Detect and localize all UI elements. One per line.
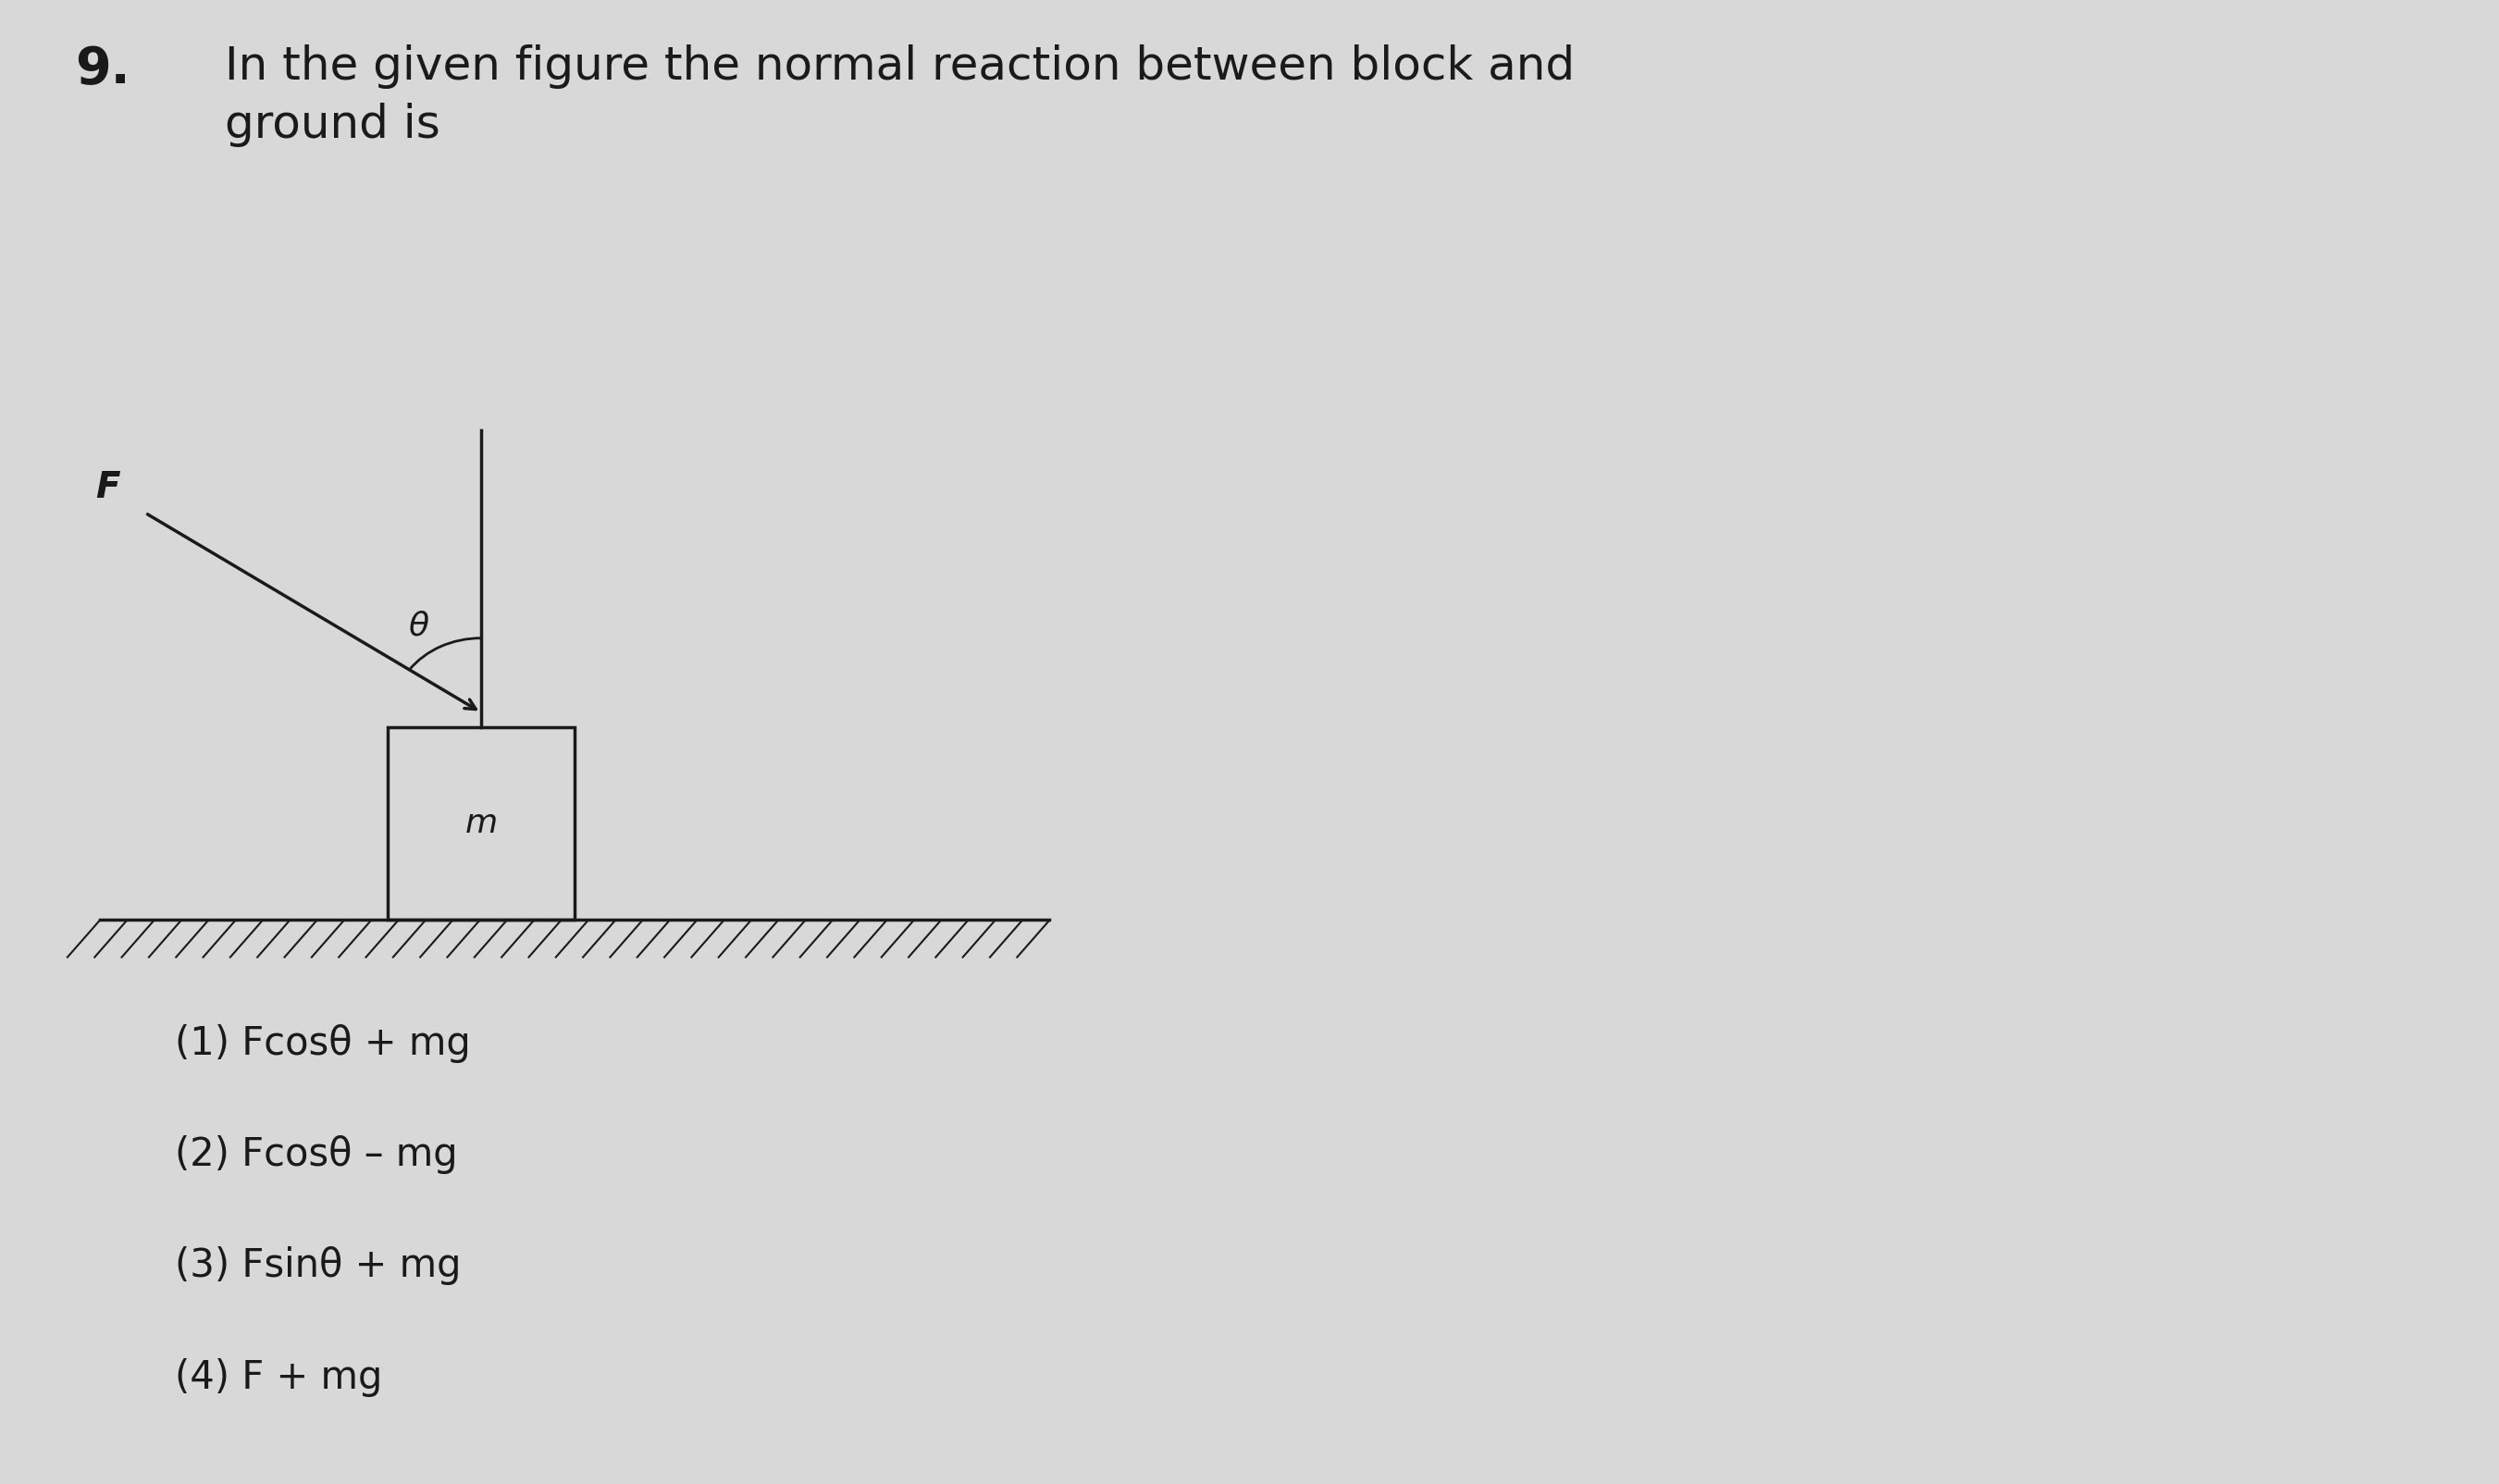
Text: F: F [95,470,120,506]
Text: (1) Fcosθ + mg: (1) Fcosθ + mg [175,1024,470,1063]
Text: (3) Fsinθ + mg: (3) Fsinθ + mg [175,1247,462,1285]
Text: m: m [465,807,497,840]
Text: (2) Fcosθ – mg: (2) Fcosθ – mg [175,1135,457,1174]
Text: In the given figure the normal reaction between block and
ground is: In the given figure the normal reaction … [225,45,1574,147]
Text: 9.: 9. [75,45,130,95]
Text: θ: θ [407,610,430,643]
Bar [387,727,575,920]
Text: (4) F + mg: (4) F + mg [175,1358,382,1396]
